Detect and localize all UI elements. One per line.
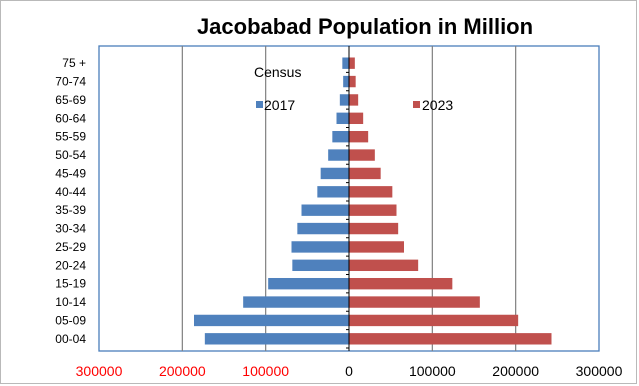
- bar-2023-10-14: [349, 296, 480, 308]
- y-tick-label: 30-34: [55, 222, 86, 236]
- y-tick-label: 10-14: [55, 295, 86, 309]
- bar-2017-15-19: [268, 277, 349, 290]
- bar-2017-05-09: [194, 314, 349, 327]
- y-tick-label: 05-09: [55, 313, 86, 327]
- bars: [194, 57, 552, 345]
- legend-label-2017: 2017: [264, 97, 295, 113]
- legend-title: Census: [254, 64, 301, 80]
- bar-2017-75: [342, 57, 349, 69]
- bar-2017-45-49: [320, 167, 349, 180]
- y-axis-ticks: 00-04 05-09 10-14 15-19 20-24 25-29 30-34 35-39…: [55, 56, 349, 349]
- x-tick-label: 200000: [492, 363, 539, 379]
- bar-2023-00-04: [349, 333, 552, 345]
- legend: Census 2017 2023: [254, 64, 453, 113]
- bar-2017-70-74: [343, 75, 349, 88]
- legend-swatch-2023: [413, 101, 420, 108]
- bar-2023-50-54: [349, 149, 375, 161]
- x-tick-label: 0: [345, 363, 353, 379]
- x-tick-label: 100000: [242, 363, 289, 379]
- y-tick-label: 25-29: [55, 240, 86, 254]
- y-tick-label: 20-24: [55, 258, 86, 272]
- bar-2017-35-39: [301, 204, 349, 216]
- y-tick-label: 60-64: [55, 111, 86, 125]
- y-tick-label: 65-69: [55, 93, 86, 107]
- bar-2023-25-29: [349, 241, 404, 253]
- y-tick-label: 70-74: [55, 75, 86, 89]
- x-tick-label: 100000: [409, 363, 456, 379]
- chart-title: Jacobabad Population in Million: [197, 14, 533, 39]
- y-tick-label: 75 +: [62, 56, 86, 70]
- bar-2017-00-04: [204, 333, 349, 345]
- bar-2023-65-69: [349, 94, 359, 106]
- bar-2023-40-44: [349, 186, 393, 198]
- y-tick-label: 15-19: [55, 277, 86, 291]
- bar-2017-55-59: [332, 130, 349, 143]
- y-tick-label: 45-49: [55, 166, 86, 180]
- y-tick-label: 55-59: [55, 130, 86, 144]
- bar-2023-05-09: [349, 314, 519, 327]
- x-axis-ticks: 300000 200000 100000 0 100000 200000 300000: [76, 363, 623, 379]
- bar-2023-15-19: [349, 277, 453, 290]
- y-tick-label: 35-39: [55, 203, 86, 217]
- bar-2023-30-34: [349, 222, 399, 235]
- x-tick-label: 300000: [576, 363, 623, 379]
- bar-2017-65-69: [339, 94, 349, 106]
- bar-2023-55-59: [349, 130, 369, 143]
- bar-2017-50-54: [328, 149, 349, 161]
- bar-2017-60-64: [336, 112, 349, 125]
- y-tick-label: 50-54: [55, 148, 86, 162]
- legend-label-2023: 2023: [422, 97, 453, 113]
- bar-2023-45-49: [349, 167, 381, 180]
- y-tick-label: 00-04: [55, 332, 86, 346]
- bar-2017-10-14: [243, 296, 349, 308]
- x-tick-label: 200000: [159, 363, 206, 379]
- bar-2023-20-24: [349, 259, 419, 272]
- bar-2023-70-74: [349, 75, 356, 88]
- bar-2023-75: [349, 57, 355, 69]
- legend-swatch-2017: [256, 101, 263, 108]
- x-tick-label: 300000: [76, 363, 123, 379]
- bar-2023-60-64: [349, 112, 364, 125]
- y-tick-label: 40-44: [55, 185, 86, 199]
- bar-2017-40-44: [317, 186, 349, 198]
- bar-2017-30-34: [297, 222, 349, 235]
- bar-2017-20-24: [292, 259, 349, 272]
- bar-2017-25-29: [291, 241, 349, 253]
- bar-2023-35-39: [349, 204, 397, 216]
